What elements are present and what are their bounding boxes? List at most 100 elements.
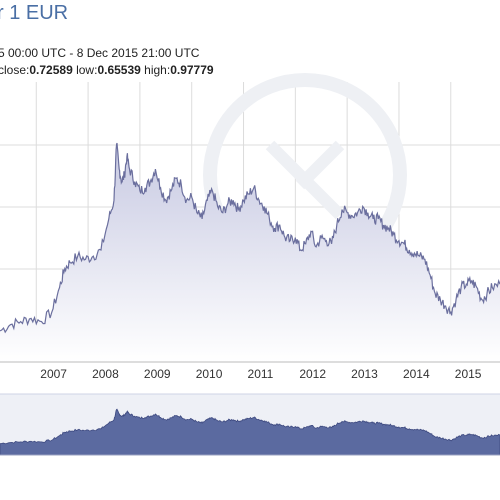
x-tick-label: 2010 <box>196 367 223 381</box>
data-point <box>262 204 266 208</box>
data-point <box>58 285 62 289</box>
data-point <box>475 285 479 289</box>
data-point <box>169 189 173 193</box>
price-area <box>0 143 500 362</box>
data-point <box>293 236 297 240</box>
data-point <box>299 248 303 252</box>
data-point <box>99 248 103 252</box>
data-point <box>418 254 422 258</box>
data-point <box>335 223 339 227</box>
data-point <box>397 239 401 243</box>
high-label: high: <box>140 63 171 77</box>
data-point <box>330 242 334 246</box>
x-tick-label: 2013 <box>351 367 378 381</box>
navigator-area <box>0 408 500 456</box>
data-point <box>464 282 468 286</box>
data-point <box>153 167 157 171</box>
data-point <box>428 273 432 277</box>
data-point <box>345 211 349 215</box>
data-point <box>470 279 474 283</box>
data-point <box>438 298 442 302</box>
data-point <box>485 292 489 296</box>
data-point <box>407 248 411 252</box>
data-point <box>449 310 453 314</box>
data-point <box>115 142 119 146</box>
data-point <box>350 214 354 218</box>
data-point <box>200 217 204 221</box>
data-point <box>257 198 261 202</box>
data-point <box>185 198 189 202</box>
data-point <box>283 236 287 240</box>
data-point <box>122 173 126 177</box>
data-point <box>226 201 230 205</box>
x-tick-label: 2008 <box>92 367 119 381</box>
data-point <box>314 245 318 249</box>
navigator[interactable] <box>0 393 500 456</box>
data-point <box>133 180 137 184</box>
data-point <box>63 267 67 271</box>
data-point <box>309 229 313 233</box>
high-value: 0.97779 <box>170 63 214 77</box>
close-label: close: <box>0 63 30 77</box>
data-point <box>381 223 385 227</box>
data-point <box>179 183 183 187</box>
data-point <box>252 186 256 190</box>
x-tick-label: 2009 <box>144 367 171 381</box>
data-point <box>128 167 132 171</box>
data-point <box>29 316 33 320</box>
data-point <box>164 198 168 202</box>
data-point <box>76 254 80 258</box>
price-summary: close:0.72589 low:0.65539 high:0.97779 <box>0 63 214 77</box>
close-value: 0.72589 <box>29 63 73 77</box>
data-point <box>216 204 220 208</box>
data-point <box>361 204 365 208</box>
data-point <box>319 236 323 240</box>
data-point <box>247 192 251 196</box>
low-value: 0.65539 <box>97 63 141 77</box>
x-tick-label: 2012 <box>299 367 326 381</box>
data-point <box>278 223 282 227</box>
data-point <box>267 217 271 221</box>
data-point <box>490 285 494 289</box>
data-point <box>125 155 129 159</box>
x-tick-label: 2015 <box>455 367 482 381</box>
x-tick-label: 2014 <box>403 367 430 381</box>
data-point <box>356 211 360 215</box>
low-label: low: <box>72 63 98 77</box>
x-tick-label: 2011 <box>248 367 274 381</box>
data-point <box>480 298 484 302</box>
data-point <box>288 239 292 243</box>
data-point <box>159 186 163 190</box>
x-axis: 2007 2008 2009 2010 2011 2012 2013 2014 2015 <box>0 361 500 381</box>
data-point <box>148 180 152 184</box>
data-point <box>324 239 328 243</box>
data-point <box>376 217 380 221</box>
data-point <box>371 217 375 221</box>
price-line <box>0 142 500 334</box>
data-point <box>387 226 391 230</box>
data-point <box>19 320 23 324</box>
data-point <box>340 208 344 212</box>
data-point <box>454 298 458 302</box>
data-point <box>231 198 235 202</box>
data-point <box>459 285 463 289</box>
data-point <box>91 254 95 258</box>
data-point <box>107 217 111 221</box>
data-point <box>205 198 209 202</box>
data-point <box>423 257 427 261</box>
chart-title: r 1 EUR <box>0 2 69 24</box>
data-point <box>444 304 448 308</box>
data-point <box>112 198 116 202</box>
data-point <box>366 211 370 215</box>
data-point <box>433 292 437 296</box>
date-range-text: 5 00:00 UTC - 8 Dec 2015 21:00 UTC <box>0 46 200 60</box>
data-point <box>304 242 308 246</box>
data-point <box>242 198 246 202</box>
data-point <box>39 320 43 324</box>
data-point <box>50 310 54 314</box>
data-point <box>273 226 277 230</box>
data-point <box>402 242 406 246</box>
data-point <box>117 167 121 171</box>
data-point <box>68 260 72 264</box>
